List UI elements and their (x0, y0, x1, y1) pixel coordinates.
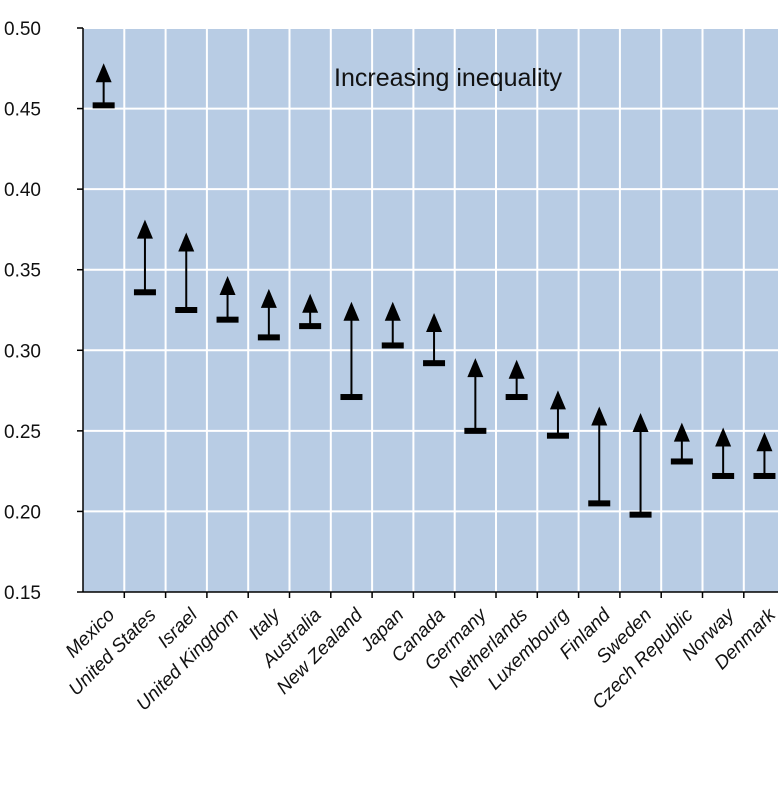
range-marker (670, 422, 693, 465)
y-tick-label: 0.45 (4, 100, 41, 121)
y-tick-label: 0.50 (4, 19, 41, 40)
range-marker (216, 275, 239, 323)
start-bar (175, 307, 198, 313)
end-arrow (384, 301, 401, 321)
range-marker (629, 412, 652, 518)
start-bar (340, 394, 363, 401)
y-axis-ticks: 0.15 0.20 0.25 0.30 0.35 0.40 0.45 0.50 (4, 19, 83, 604)
range-marker (712, 427, 735, 479)
start-bar (588, 500, 611, 507)
y-tick-label: 0.15 (4, 583, 41, 604)
start-bar (216, 316, 239, 323)
end-arrow (756, 432, 773, 452)
end-arrow (260, 288, 277, 308)
start-bar (464, 427, 487, 434)
end-arrow (673, 422, 690, 442)
axes (82, 28, 778, 593)
start-bar (629, 511, 652, 518)
range-marker (753, 432, 776, 479)
start-bar (423, 360, 446, 367)
range-marker (423, 313, 446, 367)
end-arrow (302, 293, 319, 313)
gridlines (83, 27, 778, 592)
start-bar (712, 472, 735, 479)
range-marker (464, 358, 487, 434)
range-marker (505, 359, 528, 401)
end-arrow (343, 301, 360, 321)
y-tick-label: 0.40 (4, 180, 41, 201)
y-tick-label: 0.30 (4, 341, 41, 362)
start-bar (133, 289, 156, 296)
start-bar (505, 394, 528, 401)
end-arrow (467, 358, 484, 378)
start-bar (670, 458, 693, 465)
range-marker (299, 293, 322, 330)
end-arrow (95, 63, 112, 83)
range-marker (257, 288, 280, 341)
end-arrow (426, 313, 443, 333)
start-bar (92, 102, 115, 109)
range-marker (175, 232, 198, 313)
start-bar (753, 472, 776, 479)
range-marker (340, 301, 363, 401)
range-marker (92, 63, 115, 109)
start-bar (299, 323, 322, 330)
range-marker (546, 390, 569, 439)
range-marker (381, 301, 404, 349)
end-arrow (136, 219, 153, 239)
range-marker (133, 219, 156, 296)
end-arrow (591, 406, 608, 426)
end-arrow (219, 275, 236, 295)
annotation: Increasing inequality (334, 64, 562, 92)
end-arrow (632, 412, 649, 432)
start-bar (381, 342, 404, 349)
y-tick-label: 0.35 (4, 261, 41, 282)
end-arrow (549, 390, 566, 410)
end-arrow (508, 359, 525, 379)
y-tick-label: 0.20 (4, 502, 41, 523)
data-marks (92, 63, 776, 518)
range-marker (588, 406, 611, 507)
start-bar (546, 432, 569, 439)
end-arrow (178, 232, 195, 252)
end-arrow (715, 427, 732, 447)
start-bar (257, 334, 280, 341)
y-tick-label: 0.25 (4, 422, 41, 443)
